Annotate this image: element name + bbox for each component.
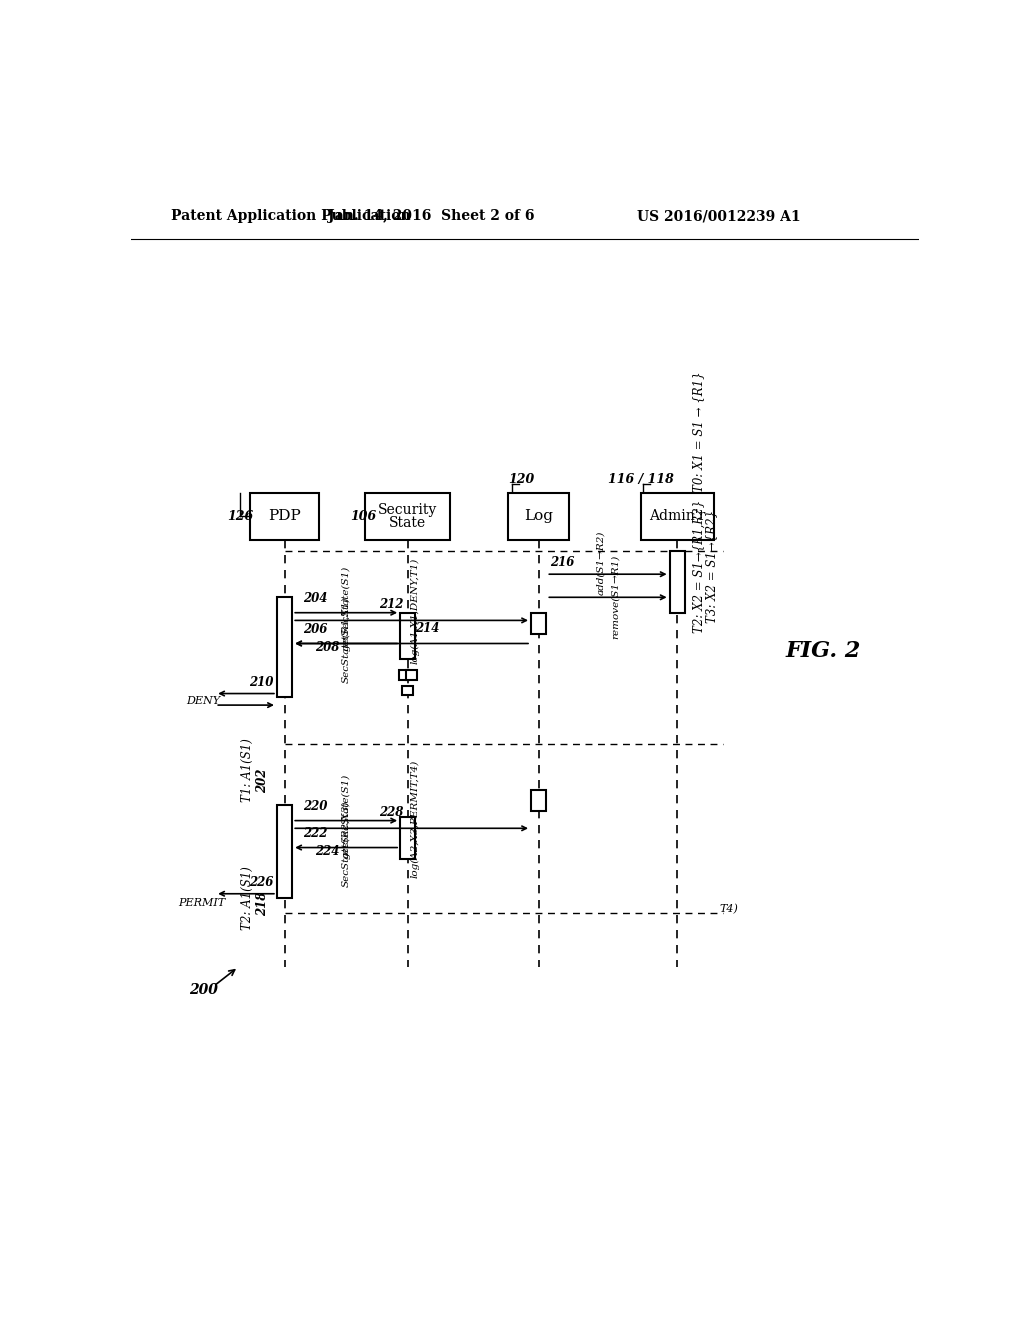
Bar — [508, 494, 569, 540]
Text: Jan. 14, 2016  Sheet 2 of 6: Jan. 14, 2016 Sheet 2 of 6 — [328, 209, 535, 223]
Bar — [400, 817, 416, 859]
Text: Patent Application Publication: Patent Application Publication — [171, 209, 411, 223]
Text: 218: 218 — [256, 891, 269, 916]
Text: 126: 126 — [226, 510, 253, 523]
Text: 210: 210 — [249, 676, 273, 689]
Bar — [402, 686, 413, 696]
Text: Admin'r: Admin'r — [649, 510, 706, 524]
Text: US 2016/0012239 A1: US 2016/0012239 A1 — [637, 209, 801, 223]
Text: T2: A1(S1): T2: A1(S1) — [241, 866, 254, 929]
Bar — [641, 494, 714, 540]
Text: 202: 202 — [256, 768, 269, 793]
Text: T4): T4) — [720, 904, 738, 915]
Text: PERMIT: PERMIT — [178, 898, 225, 908]
Text: 226: 226 — [249, 875, 273, 888]
Text: 214: 214 — [415, 622, 439, 635]
Text: add(S1→R2): add(S1→R2) — [596, 531, 605, 595]
Text: getSecState(S1): getSecState(S1) — [342, 566, 351, 652]
Text: getSecState(S1): getSecState(S1) — [342, 774, 351, 859]
Text: T1: A1(S1): T1: A1(S1) — [241, 739, 254, 803]
Bar — [276, 805, 292, 898]
Text: 216: 216 — [550, 556, 573, 569]
Text: 116 / 118: 116 / 118 — [607, 473, 674, 486]
Text: Log: Log — [524, 510, 553, 524]
Bar — [531, 789, 547, 812]
Text: 220: 220 — [303, 800, 328, 813]
Text: DENY: DENY — [186, 696, 221, 706]
Text: log(A1,X1,DENY,T1): log(A1,X1,DENY,T1) — [411, 558, 420, 664]
Bar — [250, 494, 319, 540]
Text: 200: 200 — [189, 983, 218, 997]
Bar — [366, 494, 451, 540]
Text: 208: 208 — [314, 640, 339, 653]
Text: PDP: PDP — [268, 510, 301, 524]
Text: SecState(R1,X1): SecState(R1,X1) — [342, 597, 350, 682]
Text: 224: 224 — [314, 845, 339, 858]
Text: T2: X2 = S1→{R1,R2}: T2: X2 = S1→{R1,R2} — [692, 500, 706, 634]
Text: SecState(R2,X3): SecState(R2,X3) — [342, 800, 350, 887]
Text: 206: 206 — [303, 623, 328, 636]
Text: 222: 222 — [303, 828, 328, 841]
Bar — [407, 671, 417, 680]
Text: Security: Security — [378, 503, 437, 517]
Text: FIG. 2: FIG. 2 — [785, 640, 861, 663]
Bar — [400, 612, 416, 659]
Text: T0: X1 = S1 → {R1}: T0: X1 = S1 → {R1} — [692, 371, 706, 492]
Bar — [531, 612, 547, 635]
Text: 120: 120 — [509, 473, 535, 486]
Text: 228: 228 — [379, 807, 403, 820]
Bar — [670, 552, 685, 612]
Text: T3: X2 = S1→{R2}: T3: X2 = S1→{R2} — [706, 510, 719, 623]
Text: log(A2,X3,PERMIT,T4): log(A2,X3,PERMIT,T4) — [411, 760, 420, 878]
Text: remove(S1→R1): remove(S1→R1) — [611, 556, 621, 639]
Bar — [398, 671, 410, 680]
Text: 106: 106 — [350, 510, 376, 523]
Text: State: State — [389, 516, 426, 529]
Bar — [276, 597, 292, 697]
Text: 204: 204 — [303, 593, 328, 606]
Text: 212: 212 — [379, 598, 403, 611]
